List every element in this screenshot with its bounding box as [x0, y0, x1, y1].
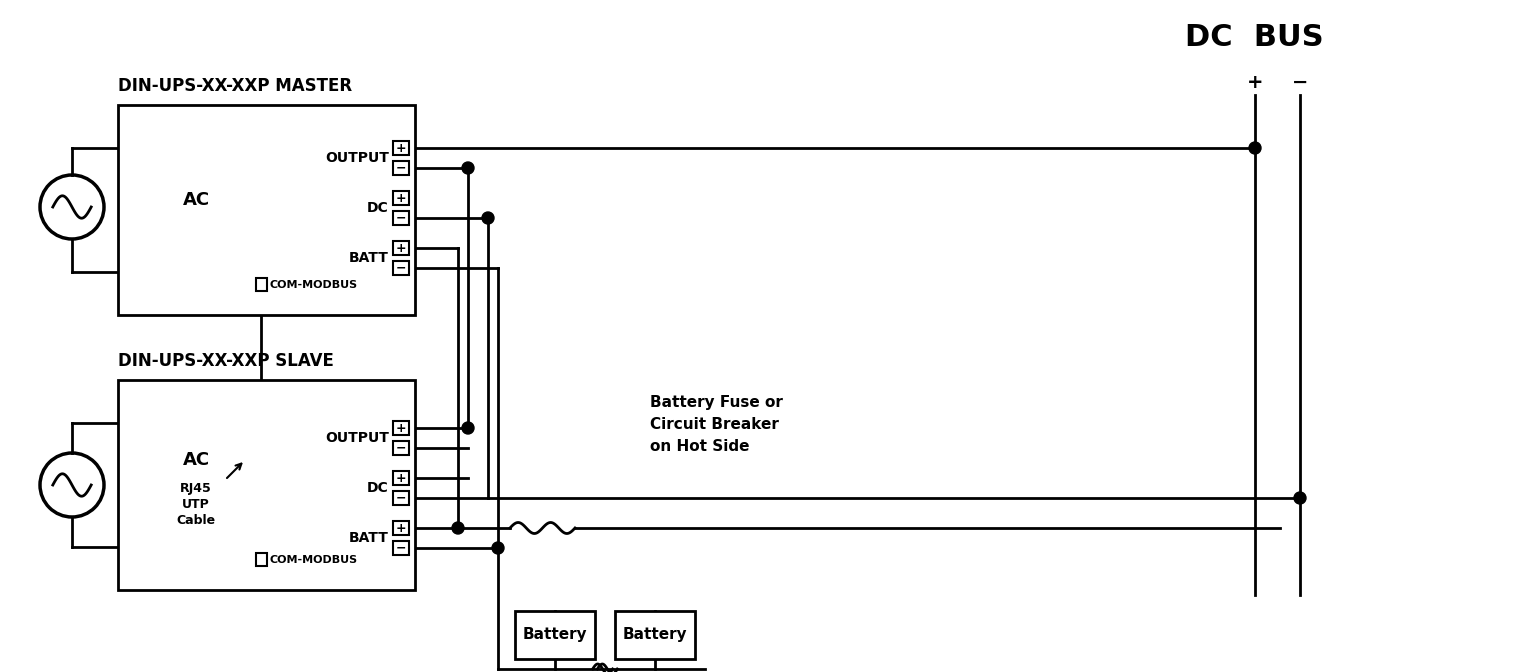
Bar [393, 141, 409, 155]
Text: Battery Fuse or
Circuit Breaker
on Hot Side: Battery Fuse or Circuit Breaker on Hot S… [650, 395, 783, 454]
Text: DIN-UPS-XX-XXP MASTER: DIN-UPS-XX-XXP MASTER [118, 77, 352, 95]
Text: +: + [396, 421, 407, 435]
Bar [393, 491, 409, 505]
Text: +: + [396, 192, 407, 204]
Circle shape [482, 212, 495, 224]
Bar [393, 441, 409, 455]
Text: DC  BUS: DC BUS [1184, 24, 1324, 52]
Text: Battery: Battery [522, 628, 587, 642]
Bar [257, 553, 267, 566]
Text: RJ45
UTP
Cable: RJ45 UTP Cable [177, 482, 215, 527]
Text: +: + [396, 142, 407, 155]
Circle shape [492, 542, 504, 554]
Circle shape [1249, 142, 1261, 154]
Circle shape [462, 422, 475, 434]
Circle shape [1293, 492, 1306, 504]
Bar [393, 211, 409, 225]
Text: DIN-UPS-XX-XXP SLAVE: DIN-UPS-XX-XXP SLAVE [118, 352, 333, 370]
Bar [118, 105, 415, 315]
Text: +: + [396, 241, 407, 255]
Text: +: + [396, 472, 407, 485]
Text: COM-MODBUS: COM-MODBUS [270, 280, 358, 290]
Bar [393, 161, 409, 175]
Text: AC: AC [183, 191, 209, 209]
Text: −: − [396, 161, 406, 175]
Text: AC: AC [183, 451, 209, 469]
Bar [118, 380, 415, 590]
Bar [393, 541, 409, 555]
Bar [393, 191, 409, 205]
Text: −: − [396, 542, 406, 554]
Bar [393, 521, 409, 535]
Bar [393, 471, 409, 485]
Text: BATT: BATT [349, 531, 389, 545]
Circle shape [452, 522, 464, 534]
Bar [393, 261, 409, 275]
Bar [393, 241, 409, 255]
Text: −: − [396, 491, 406, 505]
Text: DC: DC [367, 201, 389, 215]
Text: OUTPUT: OUTPUT [326, 151, 389, 165]
Bar [257, 278, 267, 291]
Text: DC: DC [367, 481, 389, 495]
Text: OUTPUT: OUTPUT [326, 431, 389, 445]
Bar [614, 611, 694, 659]
Bar [393, 421, 409, 435]
Text: −: − [1292, 73, 1309, 91]
Text: COM-MODBUS: COM-MODBUS [270, 555, 358, 565]
Text: BATT: BATT [349, 251, 389, 265]
Text: −: − [396, 261, 406, 274]
Circle shape [462, 162, 475, 174]
Text: −: − [396, 442, 406, 454]
Text: +: + [1247, 73, 1263, 91]
Bar [515, 611, 594, 659]
Text: −: − [396, 212, 406, 224]
Text: +: + [396, 521, 407, 534]
Text: Battery: Battery [622, 628, 687, 642]
